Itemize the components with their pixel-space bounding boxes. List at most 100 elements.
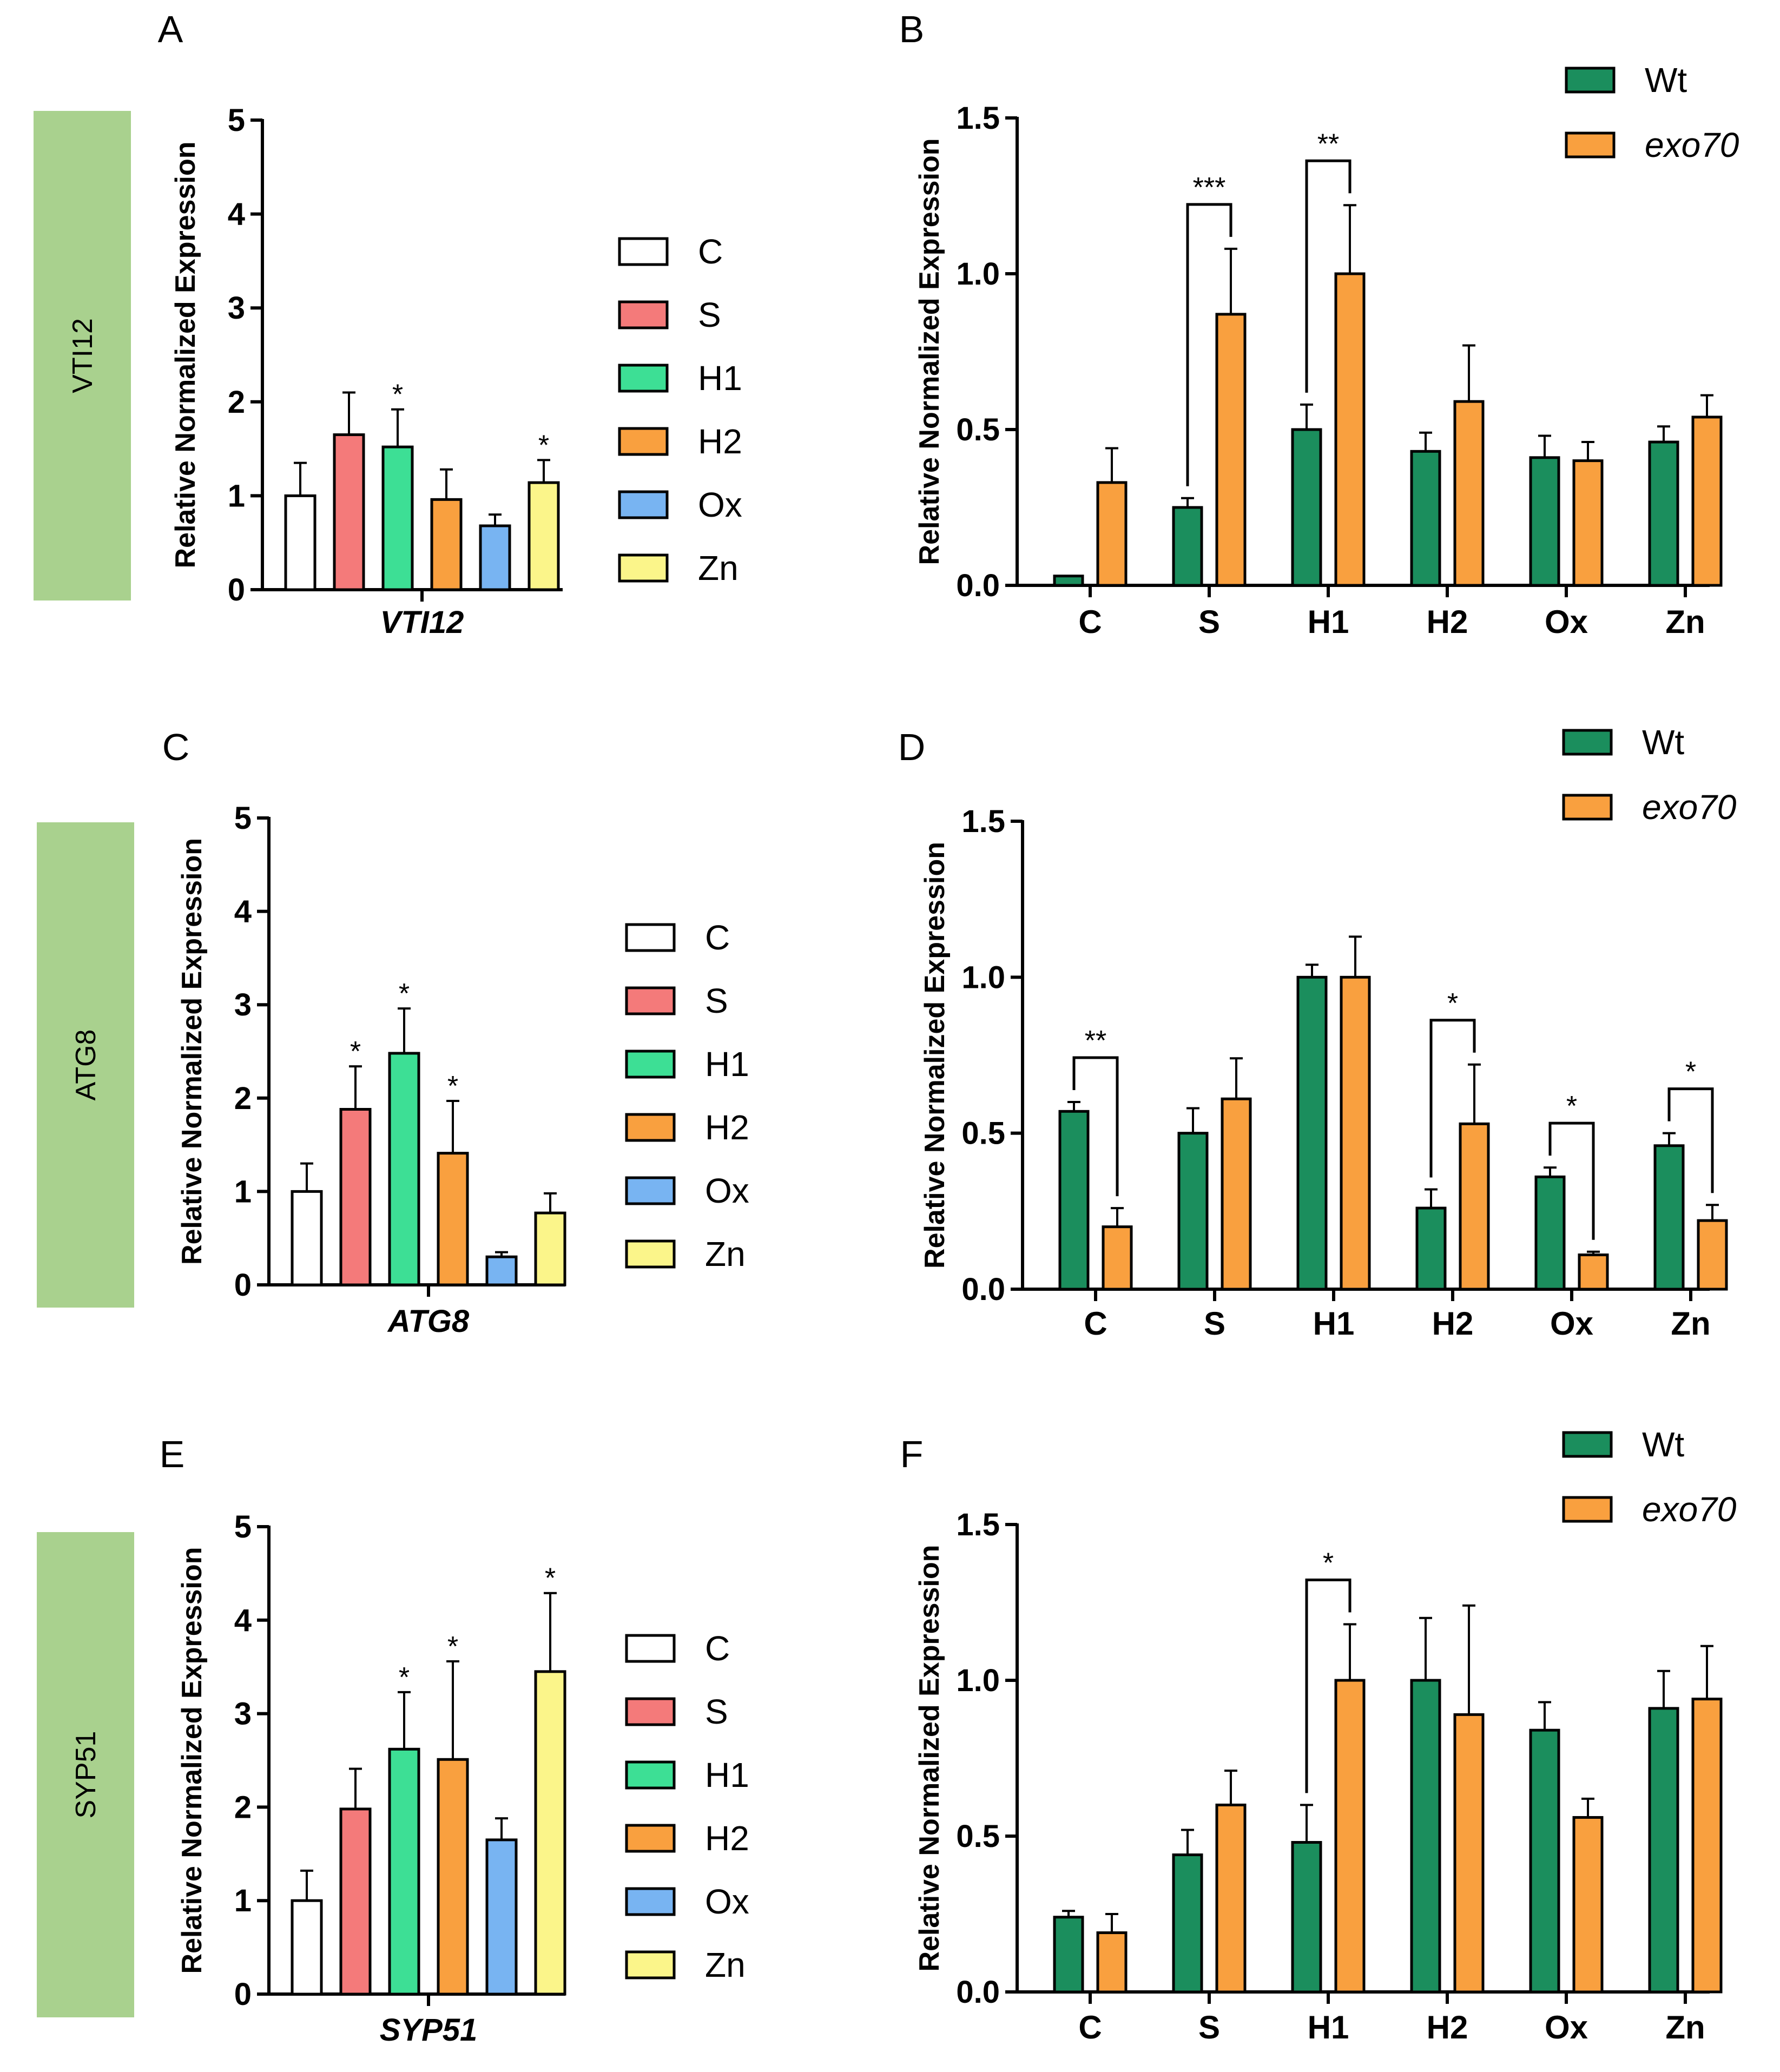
legend-label-H1: H1 <box>705 1045 749 1084</box>
y-axis-label: Relative Normalized Expression <box>914 1545 945 1972</box>
bar-Wt-H2 <box>1410 450 1441 587</box>
x-tick-label: Ox <box>1545 604 1588 640</box>
bar-exo70-Zn <box>1691 1698 1723 1994</box>
bar-Zn <box>534 1211 566 1286</box>
bar-Zn <box>528 481 560 591</box>
significance-bracket <box>1429 1019 1476 1178</box>
significance-bracket <box>1186 203 1232 486</box>
bar-exo70-Ox <box>1578 1253 1609 1291</box>
legend-swatch-Wt <box>1562 1431 1613 1458</box>
y-tick-label: 3 <box>234 1697 252 1732</box>
bar-exo70-H1 <box>1334 272 1366 587</box>
bar-exo70-Zn <box>1697 1219 1728 1291</box>
significance-mark: * <box>1447 988 1458 1019</box>
y-axis-label: Relative Normalized Expression <box>176 1547 208 1974</box>
gene-label: SYP51 <box>70 1731 102 1819</box>
bar-Wt-S <box>1172 506 1203 587</box>
bar-H1 <box>381 445 414 591</box>
significance-mark: * <box>392 379 403 411</box>
legend-swatch-Wt <box>1562 729 1613 756</box>
y-tick-label: 4 <box>228 197 245 232</box>
bar-S <box>333 433 365 591</box>
bar-Wt-Ox <box>1529 456 1560 587</box>
panel-label: E <box>160 1433 185 1475</box>
legend-swatch-Ox <box>625 1887 676 1916</box>
y-tick-label: 0.5 <box>961 1116 1005 1151</box>
significance-bracket <box>1072 1056 1119 1197</box>
panel-label: A <box>158 8 183 50</box>
bar-exo70-H2 <box>1459 1122 1490 1291</box>
x-axis-label: VTI12 <box>380 605 464 640</box>
legend-label-exo70: exo70 <box>1642 1490 1737 1529</box>
x-tick-label: C <box>1078 604 1102 640</box>
y-tick-label: 2 <box>228 385 245 420</box>
bar-exo70-H1 <box>1334 1679 1366 1994</box>
bar-exo70-C <box>1102 1225 1133 1291</box>
legend-label-Wt: Wt <box>1642 1425 1684 1464</box>
legend-label-exo70: exo70 <box>1645 126 1739 164</box>
y-tick-label: 1.0 <box>956 1663 1000 1698</box>
legend-label-exo70: exo70 <box>1642 788 1737 827</box>
legend-swatch-exo70 <box>1562 1496 1613 1523</box>
legend-label-H1: H1 <box>705 1756 749 1794</box>
significance-mark: * <box>399 1662 410 1693</box>
x-tick-label: Ox <box>1545 2009 1588 2045</box>
bar-exo70-Zn <box>1691 415 1723 587</box>
legend-swatch-Wt <box>1565 67 1616 94</box>
legend-label-Zn: Zn <box>698 549 739 588</box>
x-tick-label: H1 <box>1308 604 1349 640</box>
bar-S <box>339 1807 372 1996</box>
y-tick-label: 1.0 <box>961 960 1005 995</box>
bar-H1 <box>388 1052 420 1286</box>
panel-A: A VTI12 0 1 2 3 4 5 Relative Normalized Expressi… <box>34 8 742 640</box>
significance-mark: ** <box>1085 1025 1106 1057</box>
x-tick-label: Zn <box>1665 2009 1705 2045</box>
bar-H2 <box>430 498 463 591</box>
x-tick-label: H2 <box>1427 2009 1468 2045</box>
legend-swatch-H1 <box>618 364 669 393</box>
bar-H2 <box>437 1152 469 1286</box>
gene-label-box <box>37 1532 134 2017</box>
bar-Wt-Zn <box>1648 440 1679 587</box>
legend-label-S: S <box>705 1692 728 1731</box>
y-tick-label: 0 <box>228 572 245 608</box>
bar-exo70-C <box>1096 481 1128 587</box>
legend-label-Zn: Zn <box>705 1945 746 1984</box>
y-tick-label: 1.5 <box>956 101 1000 136</box>
legend-swatch-Ox <box>618 490 669 519</box>
significance-mark: * <box>350 1036 361 1067</box>
legend-swatch-Zn <box>625 1239 676 1269</box>
x-axis-label: SYP51 <box>380 2012 478 2048</box>
panel-label: F <box>900 1433 924 1475</box>
y-tick-label: 0 <box>234 1268 252 1303</box>
y-tick-label: 1.0 <box>956 256 1000 292</box>
legend-swatch-H2 <box>618 427 669 456</box>
bar-exo70-Ox <box>1572 1816 1604 1994</box>
y-tick-label: 5 <box>234 1509 252 1545</box>
y-tick-label: 2 <box>234 1790 252 1825</box>
y-tick-label: 1 <box>228 478 245 513</box>
bar-Wt-Ox <box>1529 1728 1560 1994</box>
bar-Wt-Ox <box>1534 1175 1566 1291</box>
panel-label: C <box>162 726 190 768</box>
y-tick-label: 2 <box>234 1081 252 1116</box>
legend-swatch-S <box>625 986 676 1015</box>
y-tick-label: 0.0 <box>956 1975 1000 2010</box>
legend-swatch-H2 <box>625 1113 676 1142</box>
bar-exo70-Ox <box>1572 459 1604 587</box>
legend-label-H2: H2 <box>698 422 742 461</box>
y-axis-label: Relative Normalized Expression <box>914 138 945 565</box>
panel-label: B <box>899 8 925 50</box>
bar-exo70-H2 <box>1453 1713 1485 1994</box>
bar-H1 <box>388 1747 420 1996</box>
significance-mark: *** <box>1193 172 1226 203</box>
legend-label-Ox: Ox <box>698 485 742 524</box>
y-tick-label: 4 <box>234 1603 252 1638</box>
y-tick-label: 0.5 <box>956 412 1000 447</box>
bar-exo70-C <box>1096 1931 1128 1994</box>
gene-label: ATG8 <box>70 1030 102 1101</box>
gene-label-box <box>37 822 134 1308</box>
bar-Ox <box>485 1838 518 1996</box>
x-tick-label: S <box>1204 1305 1225 1342</box>
significance-mark: * <box>447 1631 458 1662</box>
